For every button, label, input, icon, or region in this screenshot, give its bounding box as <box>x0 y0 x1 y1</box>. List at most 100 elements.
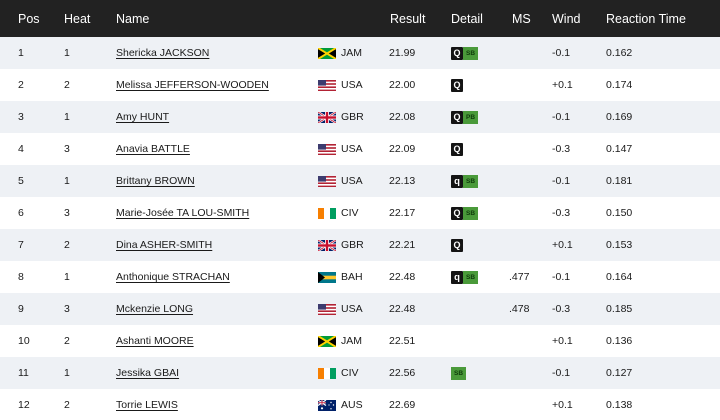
detail-cell: q SB <box>451 174 479 188</box>
table-row: 4 3 Anavia BATTLE USA 22.09 Q -0.3 0.147 <box>0 133 720 165</box>
aus-flag-icon <box>318 399 336 411</box>
qualifier-badge: q <box>451 174 463 188</box>
header-ms: MS <box>512 11 531 26</box>
athlete-name-link[interactable]: Marie-Josée TA LOU-SMITH <box>116 207 250 219</box>
nationality-cell: USA <box>318 175 363 187</box>
table-row: 8 1 Anthonique STRACHAN BAH 22.48 q SB .477 -0.1… <box>0 261 720 293</box>
qualifier-badge: Q <box>451 238 463 252</box>
reaction-time-cell: 0.185 <box>606 303 633 315</box>
gbr-flag-icon <box>318 111 336 123</box>
athlete-name-link[interactable]: Shericka JACKSON <box>116 47 210 59</box>
result-cell: 22.17 <box>389 207 416 219</box>
athlete-name-link[interactable]: Anavia BATTLE <box>116 143 190 155</box>
table-row: 1 1 Shericka JACKSON JAM 21.99 Q SB -0.1 0.162 <box>0 37 720 69</box>
nationality-cell: BAH <box>318 271 363 283</box>
qualifier-badge: Q <box>451 78 463 92</box>
nationality-cell: GBR <box>318 111 364 123</box>
usa-flag-icon <box>318 175 336 187</box>
pos-cell: 3 <box>18 111 24 123</box>
civ-flag-icon <box>318 207 336 219</box>
result-cell: 22.00 <box>389 79 416 91</box>
athlete-name-link[interactable]: Melissa JEFFERSON-WOODEN <box>116 79 269 91</box>
country-code: USA <box>341 79 363 91</box>
detail-cell: Q <box>451 238 463 252</box>
heat-cell: 3 <box>64 303 70 315</box>
wind-cell: -0.3 <box>552 207 571 219</box>
qualifier-badge: q <box>451 270 463 284</box>
table-row: 11 1 Jessika GBAI CIV 22.56 SB -0.1 0.127 <box>0 357 720 389</box>
detail-cell: Q <box>451 142 463 156</box>
header-wind: Wind <box>552 11 581 26</box>
ms-cell: .477 <box>509 271 530 283</box>
result-cell: 22.13 <box>389 175 416 187</box>
heat-cell: 3 <box>64 143 70 155</box>
heat-cell: 2 <box>64 335 70 347</box>
table-row: 7 2 Dina ASHER-SMITH GBR 22.21 Q +0.1 0.153 <box>0 229 720 261</box>
header-heat: Heat <box>64 11 91 26</box>
nationality-cell: JAM <box>318 47 362 59</box>
heat-cell: 2 <box>64 239 70 251</box>
table-body: 1 1 Shericka JACKSON JAM 21.99 Q SB -0.1 0.162 2 2… <box>0 37 720 420</box>
result-cell: 22.48 <box>389 303 416 315</box>
result-cell: 22.08 <box>389 111 416 123</box>
country-code: USA <box>341 303 363 315</box>
wind-cell: +0.1 <box>552 79 573 91</box>
athlete-name-link[interactable]: Torrie LEWIS <box>116 399 178 411</box>
nationality-cell: USA <box>318 79 363 91</box>
result-cell: 22.56 <box>389 367 416 379</box>
nationality-cell: GBR <box>318 239 364 251</box>
reaction-time-cell: 0.153 <box>606 239 633 251</box>
athlete-name-link[interactable]: Ashanti MOORE <box>116 335 194 347</box>
table-row: 10 2 Ashanti MOORE JAM 22.51 +0.1 0.136 <box>0 325 720 357</box>
wind-cell: +0.1 <box>552 239 573 251</box>
athlete-name-link[interactable]: Dina ASHER-SMITH <box>116 239 213 251</box>
pos-cell: 5 <box>18 175 24 187</box>
athlete-name-link[interactable]: Jessika GBAI <box>116 367 180 379</box>
reaction-time-cell: 0.127 <box>606 367 633 379</box>
nationality-cell: JAM <box>318 335 362 347</box>
athlete-name-link[interactable]: Amy HUNT <box>116 111 170 123</box>
heat-cell: 1 <box>64 271 70 283</box>
table-row: 12 2 Torrie LEWIS AUS 22.69 +0.1 0.138 <box>0 389 720 420</box>
qualifier-badge: Q <box>451 46 463 60</box>
pos-cell: 7 <box>18 239 24 251</box>
heat-cell: 1 <box>64 111 70 123</box>
pos-cell: 8 <box>18 271 24 283</box>
nationality-cell: USA <box>318 143 363 155</box>
header-pos: Pos <box>18 11 40 26</box>
country-code: BAH <box>341 271 363 283</box>
header-name: Name <box>116 11 150 26</box>
reaction-time-cell: 0.181 <box>606 175 633 187</box>
country-code: GBR <box>341 239 364 251</box>
pos-cell: 9 <box>18 303 24 315</box>
athlete-name-link[interactable]: Anthonique STRACHAN <box>116 271 230 283</box>
pos-cell: 10 <box>18 335 30 347</box>
table-row: 9 3 Mckenzie LONG USA 22.48 .478 -0.3 0.185 <box>0 293 720 325</box>
result-cell: 22.51 <box>389 335 416 347</box>
country-code: CIV <box>341 367 359 379</box>
reaction-time-cell: 0.174 <box>606 79 633 91</box>
athlete-name-link[interactable]: Mckenzie LONG <box>116 303 194 315</box>
record-badge: SB <box>463 174 479 188</box>
result-cell: 21.99 <box>389 47 416 59</box>
heat-cell: 1 <box>64 47 70 59</box>
result-cell: 22.69 <box>389 399 416 411</box>
heat-cell: 2 <box>64 399 70 411</box>
result-cell: 22.48 <box>389 271 416 283</box>
record-badge: PB <box>463 110 479 124</box>
record-badge: SB <box>451 366 467 380</box>
athlete-name-link[interactable]: Brittany BROWN <box>116 175 195 187</box>
country-code: JAM <box>341 335 362 347</box>
header-detail: Detail <box>451 11 483 26</box>
bah-flag-icon <box>318 271 336 283</box>
usa-flag-icon <box>318 79 336 91</box>
wind-cell: +0.1 <box>552 335 573 347</box>
pos-cell: 1 <box>18 47 24 59</box>
ms-cell: .478 <box>509 303 530 315</box>
detail-cell: Q <box>451 78 463 92</box>
pos-cell: 11 <box>18 367 29 379</box>
nationality-cell: AUS <box>318 399 363 411</box>
usa-flag-icon <box>318 143 336 155</box>
result-cell: 22.09 <box>389 143 416 155</box>
